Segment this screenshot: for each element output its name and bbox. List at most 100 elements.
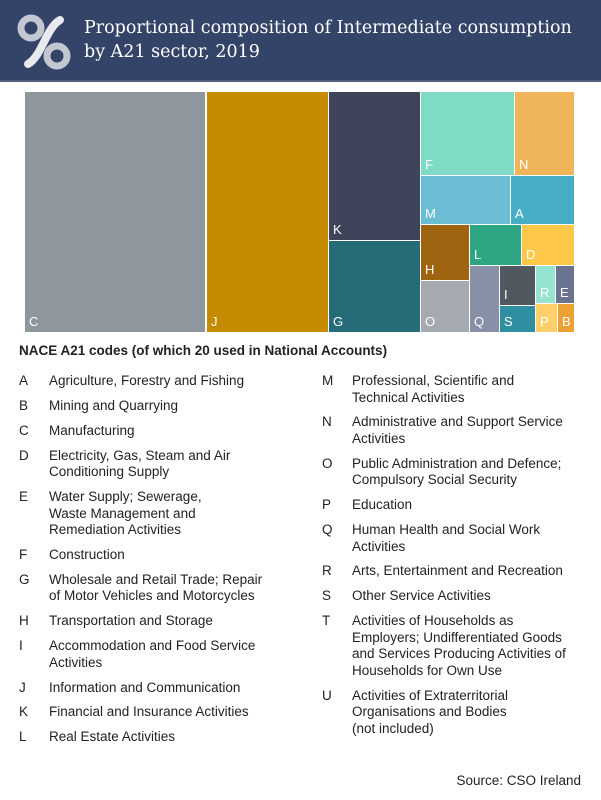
treemap-cell-E[interactable]: E [556, 266, 574, 303]
legend-code: G [19, 571, 30, 587]
legend-item: T Activities of Households as Employers; … [322, 613, 592, 679]
legend-description: Professional, Scientific and Technical A… [352, 373, 515, 405]
legend-left-column: A Agriculture, Forestry and Fishing B Minin… [19, 373, 309, 754]
legend-item: R Arts, Entertainment and Recreation [322, 563, 592, 580]
treemap-cell-label: A [515, 206, 524, 221]
treemap-cell-K[interactable]: K [329, 92, 420, 240]
legend-description: Electricity, Gas, Steam and Air Conditio… [49, 447, 231, 480]
legend-description: Human Health and Social Work Activities [352, 522, 541, 554]
treemap-cell-Q[interactable]: Q [470, 266, 499, 332]
legend-item: E Water Supply; Sewerage, Waste Managemen… [19, 489, 309, 539]
legend-description: Construction [49, 546, 125, 562]
treemap-cell-D[interactable]: D [522, 225, 574, 265]
cso-logo-icon [17, 14, 71, 70]
treemap-cell-label: P [540, 314, 549, 329]
treemap-cell-label: B [562, 314, 571, 329]
treemap-cell-N[interactable]: N [515, 92, 574, 175]
treemap-cell-label: I [504, 287, 508, 302]
treemap-cell-label: Q [474, 314, 485, 329]
treemap-cell-I[interactable]: I [500, 266, 535, 305]
legend-item: C Manufacturing [19, 423, 309, 440]
treemap-cell-label: E [560, 285, 569, 300]
legend-item: H Transportation and Storage [19, 613, 309, 630]
treemap-cell-label: S [504, 314, 513, 329]
legend-description: Activities of Households as Employers; U… [352, 613, 566, 678]
treemap-cell-label: F [425, 157, 433, 172]
legend-description: Agriculture, Forestry and Fishing [49, 373, 245, 388]
treemap-cell-label: D [526, 247, 536, 262]
legend-description: Administrative and Support Service Activ… [352, 414, 563, 446]
treemap-cell-G[interactable]: G [329, 241, 420, 332]
legend-code: O [322, 455, 333, 471]
legend-item: G Wholesale and Retail Trade; Repair of M… [19, 572, 309, 605]
legend-code: T [322, 613, 331, 629]
treemap-cell-label: J [211, 314, 218, 329]
legend-code: D [19, 447, 29, 463]
legend-item: A Agriculture, Forestry and Fishing [19, 373, 309, 390]
treemap-cell-P[interactable]: P [536, 304, 557, 332]
treemap-cell-L[interactable]: L [470, 225, 521, 265]
legend-item: O Public Administration and Defence; Comp… [322, 456, 592, 489]
treemap-cell-label: K [333, 222, 342, 237]
treemap-cell-A[interactable]: A [511, 176, 574, 224]
treemap-cell-label: H [425, 262, 435, 277]
legend-description: Transportation and Storage [49, 613, 213, 629]
legend-code: U [322, 687, 332, 703]
treemap-cell-R[interactable]: R [536, 266, 555, 303]
treemap-cell-label: L [474, 247, 482, 262]
legend-description: Wholesale and Retail Trade; Repair of Mo… [49, 571, 263, 604]
legend-description: Arts, Entertainment and Recreation [352, 563, 563, 579]
source-note: Source: CSO Ireland [456, 773, 581, 788]
legend-description: Real Estate Activities [49, 729, 176, 745]
header: Proportional composition of Intermediate… [0, 0, 601, 82]
legend-item: S Other Service Activities [322, 588, 592, 605]
legend-description: Mining and Quarrying [49, 397, 179, 413]
legend-item: P Education [322, 497, 592, 514]
treemap-cell-label: R [540, 285, 550, 300]
legend-item: B Mining and Quarrying [19, 398, 309, 415]
treemap-cell-O[interactable]: O [421, 281, 469, 332]
treemap-cell-C[interactable]: C [25, 92, 205, 332]
legend-code: R [322, 563, 332, 579]
treemap-cell-J[interactable]: J [207, 92, 328, 332]
legend-description: Public Administration and Defence; Compu… [352, 455, 562, 488]
legend-description: Education [352, 497, 413, 513]
legend-right-column: M Professional, Scientific and Technical … [322, 373, 592, 746]
legend-code: P [322, 497, 332, 513]
legend-code: B [19, 397, 29, 413]
legend-code: J [19, 679, 26, 695]
legend-description: Other Service Activities [352, 588, 491, 604]
legend-code: S [322, 588, 332, 604]
legend-description: Activities of Extraterritorial Organisat… [352, 687, 509, 736]
legend-item: D Electricity, Gas, Steam and Air Conditi… [19, 448, 309, 481]
legend-code: C [19, 422, 29, 438]
legend-description: Financial and Insurance Activities [49, 704, 249, 720]
treemap-cell-label: C [29, 314, 39, 329]
legend-code: K [19, 704, 29, 720]
legend-description: Water Supply; Sewerage, Waste Management… [49, 489, 202, 538]
legend-item: U Activities of Extraterritorial Organisa… [322, 688, 592, 738]
legend-code: H [19, 613, 29, 629]
treemap-cell-M[interactable]: M [421, 176, 510, 224]
treemap-cell-B[interactable]: B [558, 304, 574, 332]
legend-item: I Accommodation and Food Service Activiti… [19, 638, 309, 671]
legend-code: L [19, 729, 27, 745]
legend-item: F Construction [19, 547, 309, 564]
legend-description: Accommodation and Food Service Activitie… [49, 638, 256, 670]
legend-title: NACE A21 codes (of which 20 used in Nati… [19, 343, 388, 358]
legend-item: M Professional, Scientific and Technical … [322, 373, 592, 406]
legend-item: L Real Estate Activities [19, 729, 309, 746]
legend-item: N Administrative and Support Service Acti… [322, 414, 592, 447]
legend-item: Q Human Health and Social Work Activities [322, 522, 592, 555]
treemap-cell-H[interactable]: H [421, 225, 469, 280]
treemap-cell-F[interactable]: F [421, 92, 514, 175]
legend-code: Q [322, 522, 333, 538]
treemap-cell-label: O [425, 314, 436, 329]
legend-code: I [19, 638, 23, 654]
legend-code: E [19, 489, 29, 505]
chart-title: Proportional composition of Intermediate… [84, 18, 572, 62]
legend-description: Manufacturing [49, 422, 135, 438]
legend-code: A [19, 373, 29, 388]
treemap-cell-S[interactable]: S [500, 306, 535, 332]
